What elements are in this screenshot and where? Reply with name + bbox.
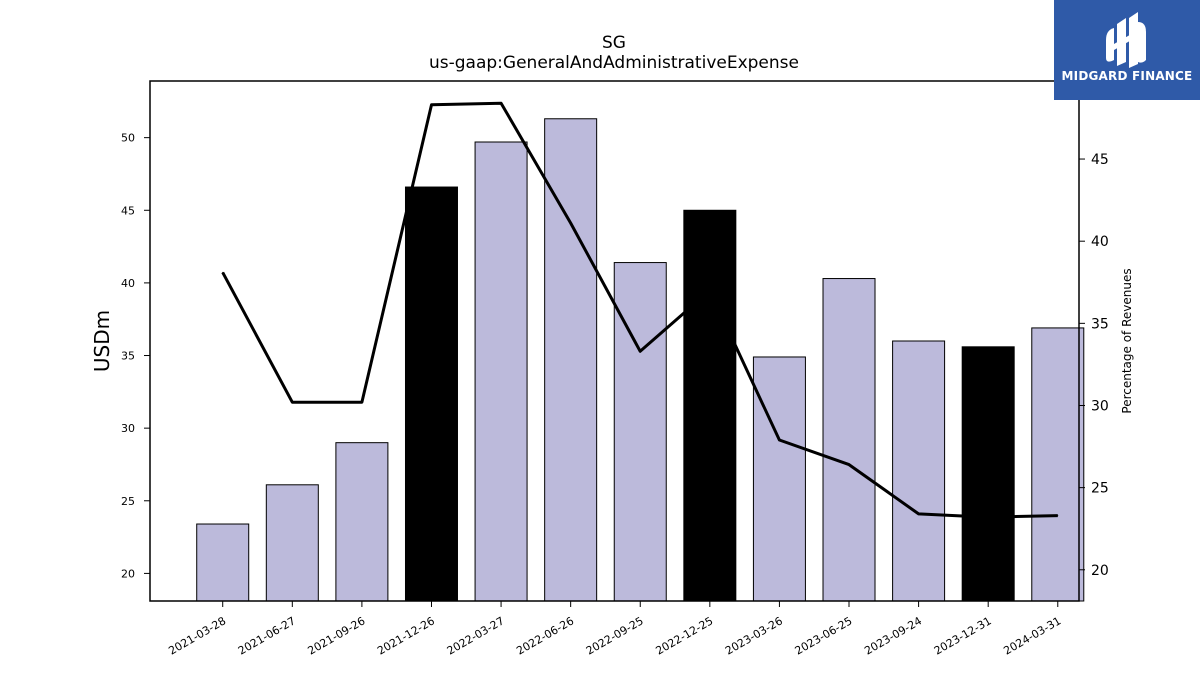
bar-2023-09-24 xyxy=(892,340,946,602)
logo-text: MIDGARD FINANCE xyxy=(1061,69,1193,83)
bar-2022-03-27 xyxy=(474,141,528,602)
x-tick-label-2021-06-27: 2021-06-27 xyxy=(236,614,298,657)
line-point-2021-03-28 xyxy=(222,271,224,273)
x-tick-label-2022-06-26: 2022-06-26 xyxy=(514,614,576,657)
chart-title: SG xyxy=(602,33,626,53)
bar-2022-12-25 xyxy=(683,209,737,602)
x-tick-label-2023-06-25: 2023-06-25 xyxy=(793,614,855,657)
y-tick-label-30: 30 xyxy=(121,422,135,435)
y2-tick-label-35: 35 xyxy=(1091,316,1109,332)
x-tick-label-2021-12-26: 2021-12-26 xyxy=(375,614,437,657)
bar-2021-12-26 xyxy=(404,186,458,602)
y2-tick-label-40: 40 xyxy=(1091,234,1109,250)
plot-frame xyxy=(149,80,1080,602)
bar-2021-06-27 xyxy=(265,484,319,602)
y2-axis-label: Percentage of Revenues xyxy=(1120,268,1134,413)
y2-tick-label-25: 25 xyxy=(1091,481,1109,497)
y-tick-label-35: 35 xyxy=(121,350,135,363)
line-point-2021-09-26 xyxy=(361,401,363,403)
line-point-2022-12-25 xyxy=(709,289,711,291)
line-point-2024-03-31 xyxy=(1057,515,1059,517)
bar-2021-09-26 xyxy=(335,442,389,602)
bar-2024-03-31 xyxy=(1031,327,1085,602)
x-tick-label-2022-03-27: 2022-03-27 xyxy=(445,614,507,657)
y-tick-label-25: 25 xyxy=(121,495,135,508)
y-axis-label: USDm xyxy=(90,310,114,372)
x-tick-label-2024-03-31: 2024-03-31 xyxy=(1001,614,1063,657)
y2-tick-label-20: 20 xyxy=(1091,563,1109,579)
line-point-2022-06-26 xyxy=(570,222,572,224)
x-tick-label-2023-03-26: 2023-03-26 xyxy=(723,614,785,657)
x-tick-label-2023-09-24: 2023-09-24 xyxy=(862,614,924,657)
line-layer xyxy=(221,101,1059,519)
y2-tick-label-45: 45 xyxy=(1091,152,1109,168)
x-tick-label-2021-03-28: 2021-03-28 xyxy=(166,614,228,657)
x-tick-label-2022-09-25: 2022-09-25 xyxy=(584,614,646,657)
bar-2023-06-25 xyxy=(822,278,876,602)
bar-2023-03-26 xyxy=(752,356,806,602)
bar-2021-03-28 xyxy=(196,523,250,602)
line-point-2021-06-27 xyxy=(291,401,293,403)
x-tick-label-2023-12-31: 2023-12-31 xyxy=(932,614,994,657)
y2-tick-label-30: 30 xyxy=(1091,398,1109,414)
y-tick-label-45: 45 xyxy=(121,204,135,217)
bars-layer xyxy=(196,118,1085,602)
line-point-2023-12-31 xyxy=(987,516,989,518)
bar-2022-06-26 xyxy=(544,118,598,602)
x-tick-label-2022-12-25: 2022-12-25 xyxy=(653,614,715,657)
line-point-2023-09-24 xyxy=(918,513,920,515)
line-point-2022-03-27 xyxy=(500,102,502,104)
bar-2023-12-31 xyxy=(961,346,1015,602)
line-point-2021-12-26 xyxy=(430,104,432,106)
x-tick-label-2021-09-26: 2021-09-26 xyxy=(306,614,368,657)
brand-logo: MIDGARD FINANCE xyxy=(1054,0,1200,100)
chart-subtitle: us-gaap:GeneralAndAdministrativeExpense xyxy=(429,53,799,73)
line-point-2022-09-25 xyxy=(639,350,641,352)
y-tick-label-20: 20 xyxy=(121,567,135,580)
bar-2022-09-25 xyxy=(613,262,667,602)
y-tick-label-40: 40 xyxy=(121,277,135,290)
line-point-2023-03-26 xyxy=(778,439,780,441)
midgard-logo-icon xyxy=(1106,12,1146,68)
line-point-2023-06-25 xyxy=(848,464,850,466)
y-tick-label-50: 50 xyxy=(121,132,135,145)
